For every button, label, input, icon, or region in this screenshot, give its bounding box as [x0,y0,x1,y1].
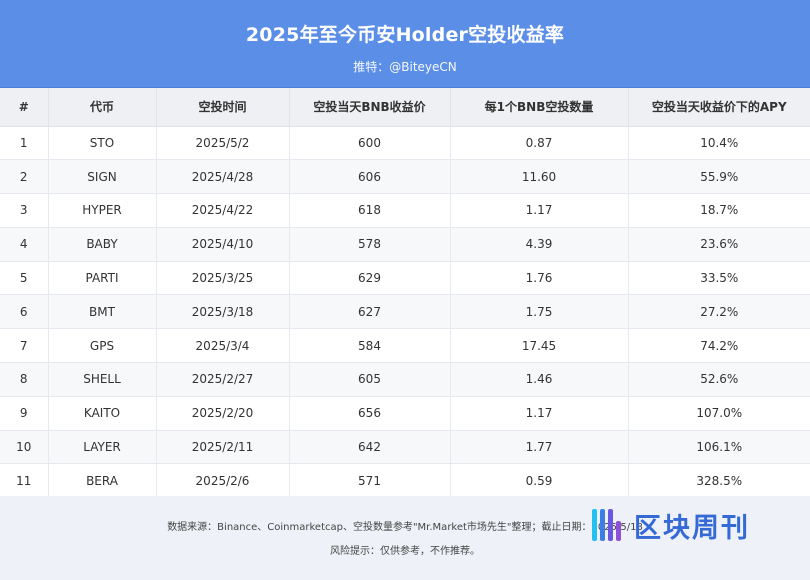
table-cell: 0.59 [450,463,629,499]
table-body: 1 STO 2025/5/2 600 0.87 10.4% 2 SIGN 2025/4/28 60… [0,126,810,499]
table-cell: 18.7% [628,193,810,228]
table-cell: 1.17 [450,396,629,431]
table-cell: 17.45 [450,328,629,364]
table-cell: 600 [289,126,451,161]
table-cell: 328.5% [628,463,810,499]
table-cell: BERA [48,463,157,499]
table-cell: 571 [289,463,451,499]
watermark: 区块周刊 [590,500,800,550]
table-cell: 106.1% [628,430,810,465]
table-cell: 8 [0,362,49,397]
table-cell: PARTI [48,261,157,296]
table-cell: 6 [0,294,49,330]
table-cell: 606 [289,159,451,195]
table-cell: 605 [289,362,451,397]
table-cell: 5 [0,261,49,296]
table-cell: 11 [0,463,49,499]
table-cell: 1.76 [450,261,629,296]
table-cell: GPS [48,328,157,364]
table-cell: 2025/2/6 [156,463,290,499]
table-cell: 627 [289,294,451,330]
airdrop-table: # 代币 空投时间 空投当天BNB收益价 每1个BNB空投数量 空投当天收益价下… [0,88,810,499]
table-cell: 2025/3/18 [156,294,290,330]
table-cell: 2025/4/10 [156,227,290,262]
table-cell: SHELL [48,362,157,397]
column-header: 每1个BNB空投数量 [450,88,629,127]
table-row: 2 SIGN 2025/4/28 606 11.60 55.9% [0,159,810,195]
table-cell: LAYER [48,430,157,465]
table-row: 5 PARTI 2025/3/25 629 1.76 33.5% [0,261,810,296]
table-cell: 11.60 [450,159,629,195]
table-cell: 4.39 [450,227,629,262]
table-cell: 1 [0,126,49,161]
table-cell: 33.5% [628,261,810,296]
table-cell: 10 [0,430,49,465]
table-cell: 618 [289,193,451,228]
table-cell: 2025/2/27 [156,362,290,397]
table-cell: 74.2% [628,328,810,364]
table-row: 1 STO 2025/5/2 600 0.87 10.4% [0,126,810,161]
column-header: 空投当天收益价下的APY [628,88,810,127]
table-cell: 10.4% [628,126,810,161]
table-cell: 27.2% [628,294,810,330]
table-cell: 3 [0,193,49,228]
page-subtitle: 推特：@BiteyeCN [353,60,457,74]
table-cell: 7 [0,328,49,364]
table-cell: 1.77 [450,430,629,465]
table-row: 3 HYPER 2025/4/22 618 1.17 18.7% [0,193,810,228]
table-cell: 23.6% [628,227,810,262]
table-cell: 1.75 [450,294,629,330]
table-cell: 4 [0,227,49,262]
column-header: # [0,88,49,127]
table-cell: 9 [0,396,49,431]
block-weekly-logo-icon [590,505,628,545]
table-cell: 2025/4/28 [156,159,290,195]
table-cell: 584 [289,328,451,364]
table-row: 9 KAITO 2025/2/20 656 1.17 107.0% [0,396,810,431]
table-cell: 2025/5/2 [156,126,290,161]
table-cell: 578 [289,227,451,262]
column-header: 空投时间 [156,88,290,127]
data-source-note: 数据来源：Binance、Coinmarketcap、空投数量参考"Mr.Mar… [167,522,643,533]
table-cell: KAITO [48,396,157,431]
header-banner: 2025年至今币安Holder空投收益率 推特：@BiteyeCN [0,0,810,88]
table-cell: BMT [48,294,157,330]
table-row: 6 BMT 2025/3/18 627 1.75 27.2% [0,294,810,330]
table-cell: SIGN [48,159,157,195]
table-cell: 0.87 [450,126,629,161]
table-cell: 2025/4/22 [156,193,290,228]
table-cell: BABY [48,227,157,262]
risk-disclaimer: 风险提示：仅供参考，不作推荐。 [330,546,480,557]
table-cell: 2025/2/11 [156,430,290,465]
table-cell: 629 [289,261,451,296]
table-cell: HYPER [48,193,157,228]
table-row: 4 BABY 2025/4/10 578 4.39 23.6% [0,227,810,262]
table-cell: 642 [289,430,451,465]
table-row: 10 LAYER 2025/2/11 642 1.77 106.1% [0,430,810,465]
table-cell: 1.46 [450,362,629,397]
table-cell: 2 [0,159,49,195]
table-cell: 2025/3/25 [156,261,290,296]
table-row: 11 BERA 2025/2/6 571 0.59 328.5% [0,463,810,499]
table-cell: 1.17 [450,193,629,228]
table-cell: 2025/2/20 [156,396,290,431]
table-cell: 2025/3/4 [156,328,290,364]
table-header-row: # 代币 空投时间 空投当天BNB收益价 每1个BNB空投数量 空投当天收益价下… [0,88,810,127]
table-cell: STO [48,126,157,161]
watermark-text: 区块周刊 [634,512,750,544]
table-cell: 656 [289,396,451,431]
column-header: 代币 [48,88,157,127]
table-cell: 52.6% [628,362,810,397]
column-header: 空投当天BNB收益价 [289,88,451,127]
table-cell: 55.9% [628,159,810,195]
table-row: 8 SHELL 2025/2/27 605 1.46 52.6% [0,362,810,397]
table-cell: 107.0% [628,396,810,431]
footer: 数据来源：Binance、Coinmarketcap、空投数量参考"Mr.Mar… [0,496,810,580]
table-row: 7 GPS 2025/3/4 584 17.45 74.2% [0,328,810,364]
page-title: 2025年至今币安Holder空投收益率 [245,24,565,46]
